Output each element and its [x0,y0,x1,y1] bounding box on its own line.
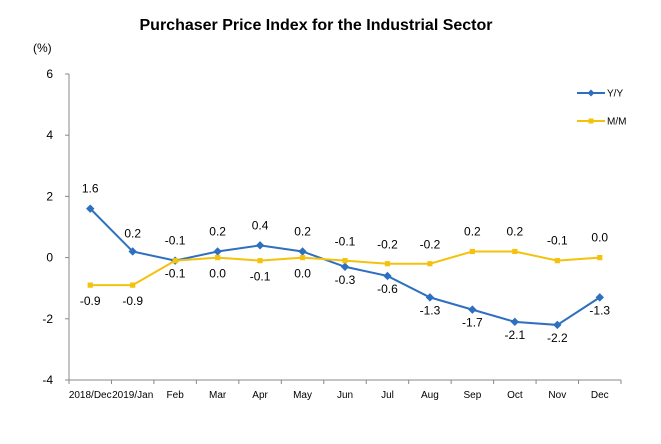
y-tick-label: 2 [46,189,53,203]
y-tick-label: -4 [42,373,53,387]
data-label: -2.1 [505,328,526,342]
data-point [512,248,518,255]
chart-legend: Y/Y M/M [577,89,626,128]
data-point [553,320,562,330]
data-label: -0.1 [165,234,186,248]
chart-title: Purchaser Price Index for the Industrial… [140,17,493,34]
data-label: -0.3 [335,273,356,287]
x-axis-tick-labels: 2018/Dec 2019/Jan Feb Mar Apr May Jun Jul Aug Sep… [69,390,609,401]
data-point [383,271,392,281]
x-tick-label: Oct [507,390,523,401]
data-point [86,204,95,213]
data-point [298,247,307,256]
data-point [172,258,178,264]
data-label: -1.3 [420,303,441,317]
data-label: -1.7 [462,316,483,330]
legend-label: M/M [607,117,626,128]
legend-item: M/M [577,117,626,128]
data-label: 0.2 [209,224,226,238]
chart-axes [65,73,622,384]
data-point [510,317,520,327]
data-point [469,248,475,255]
y-tick-label: 4 [46,128,53,142]
x-tick-label: Mar [209,390,227,401]
x-tick-label: Nov [548,390,566,401]
data-label: 0.2 [507,224,524,238]
data-label: -0.6 [377,282,398,296]
data-point [384,261,391,267]
data-point [130,282,136,288]
data-point [128,247,137,256]
data-point [87,282,93,288]
data-label: -0.1 [335,235,356,249]
x-tick-label: May [293,390,312,401]
data-label: 0.0 [294,267,311,281]
x-tick-label: Dec [591,390,609,401]
data-label: 0.4 [252,218,269,232]
data-point [554,258,560,264]
data-point [597,255,603,261]
data-point [340,262,350,271]
y-tick-label: 0 [46,251,53,265]
x-tick-label: Apr [252,390,268,401]
data-label: -0.9 [122,294,143,308]
data-label: 0.2 [294,224,311,238]
data-point [299,255,306,261]
data-label: 1.6 [82,182,99,196]
data-label: 0.0 [209,267,226,281]
legend-marker [587,89,595,97]
data-point [215,255,221,261]
x-tick-label: Jul [381,390,394,401]
data-point [342,258,348,264]
data-label: -0.1 [547,234,568,248]
series-layer [86,204,604,330]
data-point [468,305,477,314]
y-tick-label: 6 [46,67,53,81]
data-point [425,293,435,302]
data-label: -1.3 [589,303,610,317]
data-label: 0.2 [464,224,481,238]
legend-item: Y/Y [577,89,623,100]
x-tick-label: 2019/Jan [112,390,153,401]
data-labels-layer: 1.6 0.2 -0.1 0.2 0.4 0.2 -0.3 -0.6 -1.3 -1.7 -2.1 -… [80,182,611,345]
series-mm [87,248,603,288]
x-tick-label: Feb [167,390,185,401]
x-tick-label: Sep [463,390,481,401]
y-axis-tick-labels: 6 4 2 0 -2 -4 [42,67,53,387]
x-tick-label: Aug [421,390,439,401]
data-label: -0.1 [250,270,271,284]
data-label: 0.0 [591,231,608,245]
data-point [595,293,604,302]
data-label: -0.2 [377,238,398,252]
data-point [255,241,265,250]
data-label: -0.1 [165,267,186,281]
x-tick-label: 2018/Dec [69,390,112,401]
data-label: -0.2 [420,238,441,252]
data-point [213,247,222,256]
series-yy [86,204,604,330]
data-label: -2.2 [547,331,568,345]
data-point [257,258,263,264]
legend-marker [588,118,594,124]
legend-label: Y/Y [607,89,623,100]
y-tick-label: -2 [42,312,53,326]
data-label: 0.2 [124,226,141,240]
data-point [427,261,433,267]
data-label: -0.9 [80,294,101,308]
x-tick-label: Jun [337,390,353,401]
y-axis-unit-label: (%) [33,41,52,55]
